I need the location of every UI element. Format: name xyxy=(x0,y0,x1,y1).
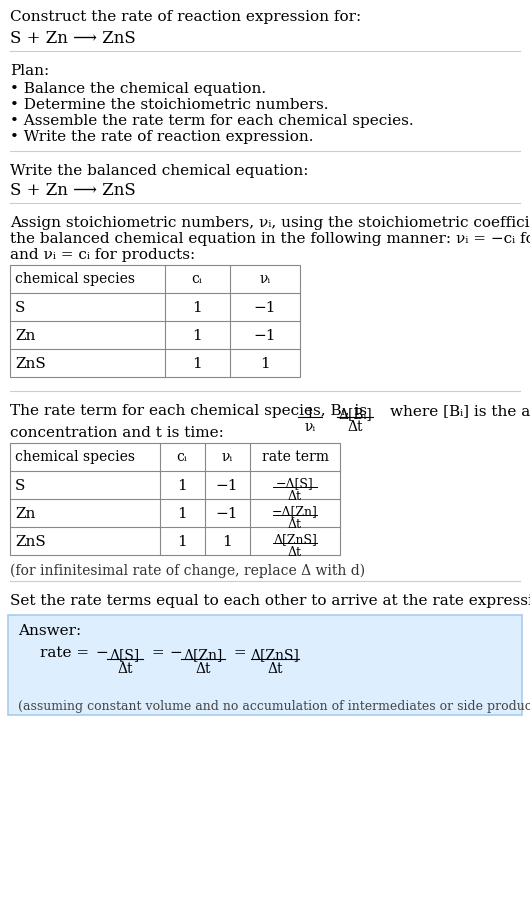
Text: S: S xyxy=(15,479,25,492)
Text: ZnS: ZnS xyxy=(15,357,46,370)
Text: Δ[ZnS]: Δ[ZnS] xyxy=(273,533,317,545)
Text: −: − xyxy=(169,646,182,659)
Text: S + Zn ⟶ ZnS: S + Zn ⟶ ZnS xyxy=(10,30,136,47)
Text: Δ[S]: Δ[S] xyxy=(110,647,140,661)
Text: rate =: rate = xyxy=(40,646,94,659)
Text: −Δ[S]: −Δ[S] xyxy=(276,477,314,489)
Text: concentration and t is time:: concentration and t is time: xyxy=(10,425,224,440)
Text: • Balance the chemical equation.: • Balance the chemical equation. xyxy=(10,82,266,96)
Text: Δt: Δt xyxy=(288,545,302,558)
Text: νᵢ: νᵢ xyxy=(304,420,316,433)
Text: Construct the rate of reaction expression for:: Construct the rate of reaction expressio… xyxy=(10,10,361,24)
Text: 1: 1 xyxy=(222,535,232,548)
Text: 1: 1 xyxy=(192,301,202,314)
Text: 1: 1 xyxy=(177,535,187,548)
Text: −: − xyxy=(95,646,108,659)
Text: • Assemble the rate term for each chemical species.: • Assemble the rate term for each chemic… xyxy=(10,114,413,128)
Text: Zn: Zn xyxy=(15,507,36,520)
Text: −1: −1 xyxy=(216,507,238,520)
Text: where [Bᵢ] is the amount: where [Bᵢ] is the amount xyxy=(390,404,530,417)
Bar xyxy=(8,615,522,715)
Text: 1: 1 xyxy=(177,507,187,520)
Text: the balanced chemical equation in the following manner: νᵢ = −cᵢ for reactants: the balanced chemical equation in the fo… xyxy=(10,232,530,246)
Text: =: = xyxy=(229,646,252,659)
Text: Δ[ZnS]: Δ[ZnS] xyxy=(251,647,299,661)
Text: Δt: Δt xyxy=(195,661,211,675)
Text: chemical species: chemical species xyxy=(15,450,135,463)
Text: 1: 1 xyxy=(192,357,202,370)
Text: νᵢ: νᵢ xyxy=(259,272,271,285)
Text: νᵢ: νᵢ xyxy=(222,450,233,463)
Text: (assuming constant volume and no accumulation of intermediates or side products): (assuming constant volume and no accumul… xyxy=(18,699,530,712)
Text: Assign stoichiometric numbers, νᵢ, using the stoichiometric coefficients, cᵢ, fr: Assign stoichiometric numbers, νᵢ, using… xyxy=(10,216,530,229)
Text: −Δ[Zn]: −Δ[Zn] xyxy=(272,505,318,517)
Text: • Determine the stoichiometric numbers.: • Determine the stoichiometric numbers. xyxy=(10,98,329,112)
Text: =: = xyxy=(147,646,170,659)
Text: 1: 1 xyxy=(260,357,270,370)
Text: Δ[Zn]: Δ[Zn] xyxy=(183,647,223,661)
Text: Zn: Zn xyxy=(15,329,36,342)
Text: S: S xyxy=(15,301,25,314)
Text: • Write the rate of reaction expression.: • Write the rate of reaction expression. xyxy=(10,130,314,144)
Text: cᵢ: cᵢ xyxy=(192,272,202,285)
Text: −1: −1 xyxy=(254,329,276,342)
Text: S + Zn ⟶ ZnS: S + Zn ⟶ ZnS xyxy=(10,182,136,199)
Text: Δt: Δt xyxy=(288,517,302,530)
Text: chemical species: chemical species xyxy=(15,272,135,285)
Text: Δt: Δt xyxy=(267,661,282,675)
Text: ZnS: ZnS xyxy=(15,535,46,548)
Bar xyxy=(10,265,300,377)
Text: Plan:: Plan: xyxy=(10,64,49,78)
Text: −1: −1 xyxy=(216,479,238,492)
Text: The rate term for each chemical species, Bᵢ, is: The rate term for each chemical species,… xyxy=(10,404,367,417)
Text: 1: 1 xyxy=(192,329,202,342)
Text: Set the rate terms equal to each other to arrive at the rate expression:: Set the rate terms equal to each other t… xyxy=(10,593,530,608)
Text: Δ[Bᵢ]: Δ[Bᵢ] xyxy=(338,406,372,421)
Bar xyxy=(10,443,340,555)
Text: (for infinitesimal rate of change, replace Δ with d): (for infinitesimal rate of change, repla… xyxy=(10,563,365,578)
Text: Δt: Δt xyxy=(288,489,302,502)
Text: rate term: rate term xyxy=(261,450,329,463)
Text: 1: 1 xyxy=(306,406,314,421)
Text: −1: −1 xyxy=(254,301,276,314)
Text: Answer:: Answer: xyxy=(18,623,81,638)
Text: Δt: Δt xyxy=(117,661,132,675)
Text: Δt: Δt xyxy=(347,420,363,433)
Text: cᵢ: cᵢ xyxy=(176,450,188,463)
Text: and νᵢ = cᵢ for products:: and νᵢ = cᵢ for products: xyxy=(10,247,195,262)
Text: Write the balanced chemical equation:: Write the balanced chemical equation: xyxy=(10,163,308,178)
Text: 1: 1 xyxy=(177,479,187,492)
